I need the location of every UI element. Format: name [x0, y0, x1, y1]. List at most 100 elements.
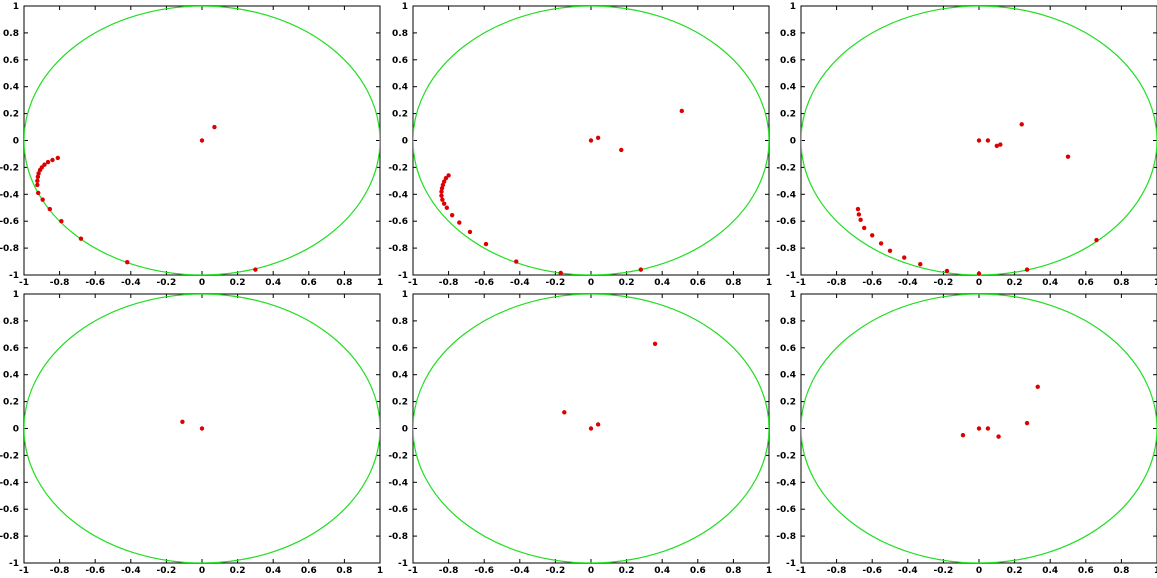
- data-point: [446, 173, 451, 178]
- data-point: [558, 270, 563, 276]
- x-tick-label: -0.6: [474, 278, 494, 288]
- data-point: [562, 410, 567, 415]
- y-tick-label: -1: [786, 559, 796, 569]
- y-tick-label: -0.8: [388, 244, 408, 254]
- x-tick-label: 1: [1154, 278, 1157, 288]
- x-tick-label: -0.2: [546, 278, 566, 288]
- x-tick-label: -0.2: [157, 566, 177, 576]
- data-point: [439, 189, 444, 194]
- x-tick-label: -1: [19, 278, 29, 288]
- x-tick-label: -1: [796, 278, 806, 288]
- x-tick-label: 0.4: [654, 278, 670, 288]
- data-point: [619, 147, 624, 153]
- scatter-panel-5: -1 1 -0.8 0.8 -0.6 0.6 -0.4 0.4 -0.2 0.2 0 0 0.2 -0.2…: [388, 290, 772, 576]
- y-tick-label: -0.6: [388, 505, 408, 515]
- x-tick-label: 0.2: [1007, 566, 1023, 576]
- data-point: [45, 159, 51, 165]
- y-tick-label: -0.6: [776, 217, 796, 227]
- y-tick-label: -0.2: [0, 163, 19, 173]
- data-point: [1024, 267, 1030, 272]
- data-point: [985, 138, 991, 143]
- x-tick-label: -0.8: [439, 566, 459, 576]
- x-tick-label: -0.4: [898, 566, 918, 576]
- y-tick-label: -1: [398, 559, 408, 569]
- x-tick-label: -0.6: [862, 566, 882, 576]
- x-tick-label: 0.6: [1078, 566, 1094, 576]
- data-point: [443, 175, 449, 181]
- data-point: [870, 233, 875, 238]
- y-tick-label: -0.4: [776, 478, 796, 488]
- data-point: [444, 205, 450, 210]
- data-point: [514, 259, 519, 264]
- x-tick-label: 0.2: [230, 566, 246, 576]
- x-tick-label: 1: [377, 278, 383, 288]
- y-tick-label: -0.4: [388, 190, 408, 200]
- x-tick-label: -0.8: [827, 566, 847, 576]
- data-point: [918, 262, 923, 267]
- data-point: [125, 260, 130, 265]
- y-tick-label: 0.2: [3, 110, 19, 120]
- data-point: [36, 190, 41, 196]
- y-tick-label: 0.8: [3, 317, 19, 327]
- x-tick-label: 0.8: [336, 566, 352, 576]
- y-tick-label: 1: [790, 2, 796, 12]
- data-point: [595, 135, 601, 141]
- y-tick-label: 0.4: [780, 83, 796, 93]
- data-point: [985, 426, 991, 431]
- data-point: [858, 217, 863, 223]
- y-tick-label: 0.6: [780, 56, 796, 66]
- x-tick-label: 0.2: [230, 278, 246, 288]
- y-tick-label: 0.6: [3, 344, 19, 354]
- data-point: [439, 193, 444, 198]
- x-tick-label: -0.6: [85, 278, 105, 288]
- data-point: [40, 197, 45, 202]
- x-tick-label: -0.6: [85, 566, 105, 576]
- x-tick-label: 0: [588, 278, 594, 288]
- x-tick-label: 1: [1154, 566, 1157, 576]
- y-tick-label: -0.8: [0, 532, 19, 542]
- data-point: [861, 225, 867, 231]
- y-tick-label: 0.4: [392, 371, 408, 381]
- data-point: [887, 248, 893, 253]
- data-point: [47, 206, 53, 212]
- y-tick-label: -1: [786, 271, 796, 281]
- y-tick-label: 0.6: [3, 56, 19, 66]
- x-tick-label: -0.8: [50, 566, 70, 576]
- x-tick-label: -0.8: [439, 278, 459, 288]
- x-tick-label: 0.2: [619, 566, 635, 576]
- x-tick-label: 1: [377, 566, 383, 576]
- y-tick-label: 0.6: [392, 56, 408, 66]
- y-tick-label: 0.4: [3, 371, 19, 381]
- x-tick-label: 0.8: [1113, 566, 1129, 576]
- x-tick-label: -1: [796, 566, 806, 576]
- scatter-panel-2: -1 1 -0.8 0.8 -0.6 0.6 -0.4 0.4 -0.2 0.2 0 0 0.2 -0.2…: [388, 2, 772, 288]
- y-tick-label: 0.8: [780, 29, 796, 39]
- data-point: [588, 426, 594, 431]
- data-point: [976, 426, 982, 431]
- scatter-panel-3: -1 1 -0.8 0.8 -0.6 0.6 -0.4 0.4 -0.2 0.2 0 0 0.2 -0.2…: [776, 2, 1157, 288]
- data-point: [1094, 237, 1099, 243]
- data-point: [439, 186, 445, 191]
- x-tick-label: 0.4: [1042, 566, 1058, 576]
- y-tick-label: -0.8: [776, 244, 796, 254]
- y-tick-label: -0.6: [0, 217, 19, 227]
- y-tick-label: 0.2: [3, 398, 19, 408]
- y-tick-label: 0.2: [780, 398, 796, 408]
- x-tick-label: 0.2: [1007, 278, 1023, 288]
- data-point: [976, 138, 982, 143]
- data-point: [902, 255, 907, 260]
- x-tick-label: 0.8: [1113, 278, 1129, 288]
- data-point: [449, 212, 455, 218]
- x-tick-label: 0: [199, 566, 205, 576]
- data-point: [78, 236, 84, 241]
- x-tick-label: 0.6: [1078, 278, 1094, 288]
- y-tick-label: -0.4: [776, 190, 796, 200]
- x-tick-label: -0.4: [121, 278, 141, 288]
- y-tick-label: 1: [13, 2, 19, 12]
- y-tick-label: 0.2: [392, 110, 408, 120]
- x-tick-label: 0: [588, 566, 594, 576]
- data-point: [679, 108, 684, 114]
- x-tick-label: 0.6: [690, 566, 706, 576]
- y-tick-label: 0.2: [392, 398, 408, 408]
